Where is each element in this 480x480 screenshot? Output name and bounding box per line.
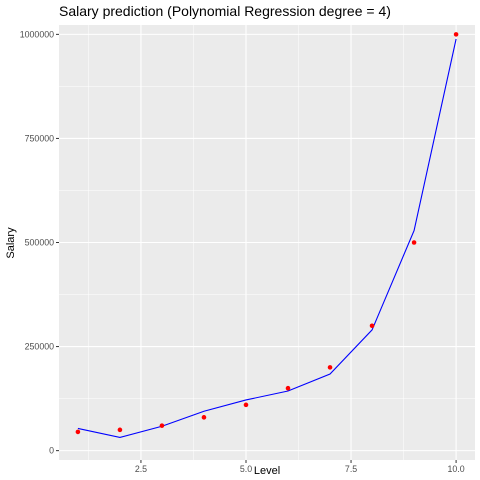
data-point xyxy=(117,427,123,433)
x-tick-label: 5.0 xyxy=(240,464,252,474)
x-axis-ticks: 2.5 5.0 7.5 10.0 xyxy=(135,460,465,474)
y-tick-label: 250000 xyxy=(25,342,54,352)
data-point xyxy=(327,365,333,370)
data-point xyxy=(369,323,375,329)
y-tick-label: 0 xyxy=(49,446,54,456)
y-axis-title: Salary xyxy=(5,227,17,259)
y-tick-label: 1000000 xyxy=(20,29,54,39)
data-point xyxy=(75,429,81,435)
data-point xyxy=(285,385,291,391)
x-tick-label: 10.0 xyxy=(448,464,465,474)
y-tick-label: 500000 xyxy=(25,238,54,248)
x-tick-label: 2.5 xyxy=(135,464,147,474)
series-points xyxy=(75,32,459,435)
series-lines xyxy=(77,38,457,438)
x-tick-label: 7.5 xyxy=(345,464,357,474)
data-point xyxy=(243,402,249,408)
y-axis-ticks: 0 250000 500000 750000 1000000 xyxy=(20,29,59,456)
chart-title: Salary prediction (Polynomial Regression… xyxy=(59,3,391,19)
prediction-line xyxy=(77,38,457,438)
data-point xyxy=(453,32,459,37)
data-point xyxy=(201,415,207,420)
data-point xyxy=(411,240,417,245)
x-axis-title: Level xyxy=(254,465,280,477)
y-tick-label: 750000 xyxy=(25,133,54,143)
data-point xyxy=(159,423,165,428)
major-gridlines xyxy=(59,25,475,460)
